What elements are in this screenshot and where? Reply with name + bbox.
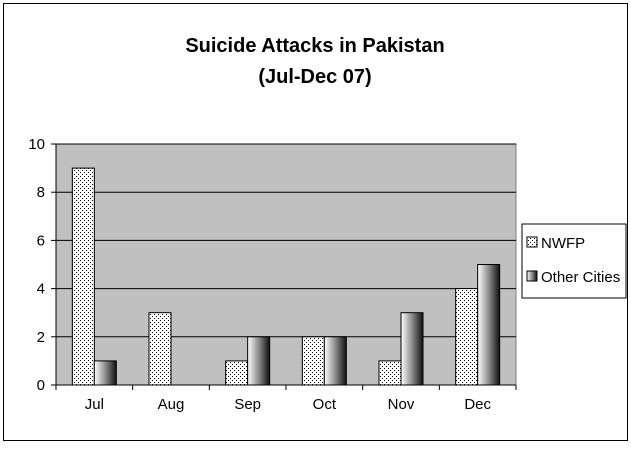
plot-background bbox=[55, 143, 517, 386]
legend-label-other-cities: Other Cities bbox=[541, 269, 620, 286]
bar-other-cities-nov bbox=[400, 312, 424, 386]
legend-label-nwfp: NWFP bbox=[541, 235, 585, 252]
bar-nwfp-jul bbox=[71, 167, 95, 386]
y-tick-label: 6 bbox=[37, 232, 45, 249]
x-tick-label: Oct bbox=[313, 396, 337, 413]
legend: NWFP Other Cities bbox=[521, 223, 627, 299]
bar-other-cities-sep bbox=[247, 336, 271, 386]
x-tick-label: Aug bbox=[158, 396, 185, 413]
bar-nwfp-oct bbox=[301, 336, 325, 386]
x-tick-label: Jul bbox=[85, 396, 104, 413]
y-tick-label: 4 bbox=[37, 281, 45, 298]
plot-area: 0 2 4 6 8 10 Jul Aug Sep Oct Nov Dec bbox=[28, 136, 517, 413]
y-tick-label: 10 bbox=[28, 136, 45, 153]
x-tick-label: Dec bbox=[464, 396, 491, 413]
legend-swatch-nwfp bbox=[526, 236, 538, 248]
y-tick-label: 8 bbox=[37, 184, 45, 201]
legend-swatch-other-cities bbox=[526, 270, 538, 282]
bar-other-cities-oct bbox=[323, 336, 347, 386]
bar-nwfp-nov bbox=[378, 360, 402, 386]
bar-nwfp-dec bbox=[455, 288, 479, 386]
chart-subtitle: (Jul-Dec 07) bbox=[258, 66, 371, 88]
y-tick-label: 2 bbox=[37, 329, 45, 346]
x-tick-label: Sep bbox=[234, 396, 261, 413]
bar-nwfp-aug bbox=[148, 312, 172, 386]
y-tick-label: 0 bbox=[37, 377, 45, 394]
bar-other-cities-jul bbox=[93, 360, 117, 386]
chart-title: Suicide Attacks in Pakistan bbox=[185, 35, 444, 57]
bar-nwfp-sep bbox=[225, 360, 249, 386]
legend-box bbox=[521, 223, 627, 299]
x-tick-label: Nov bbox=[388, 396, 415, 413]
bar-other-cities-dec bbox=[477, 264, 501, 386]
